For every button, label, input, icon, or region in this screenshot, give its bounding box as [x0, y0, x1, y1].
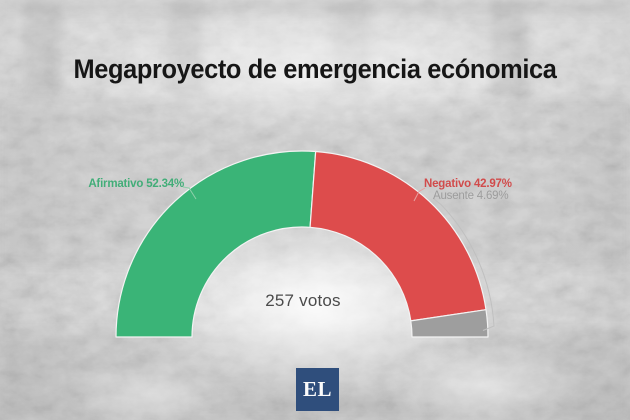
gauge-slice-afirmativo [115, 150, 317, 338]
gauge-slice-negativo [309, 150, 487, 322]
label-ausente: Ausente 4.69% [433, 190, 509, 202]
total-votes-label: 257 votos [265, 291, 341, 310]
connector-afirmativo-line [182, 186, 197, 200]
newspaper-logo: EL [296, 368, 339, 411]
label-negativo: Negativo 42.97% [424, 178, 512, 190]
gauge-slice-ausente [410, 309, 489, 338]
label-afirmativo: Afirmativo 52.34% [88, 178, 184, 190]
connector-ausente-line [433, 198, 495, 331]
newspaper-logo-text: EL [302, 377, 332, 401]
connector-negativo-line [413, 187, 426, 202]
headline-title: Megaproyecto de emergencia ecónomica [73, 54, 557, 84]
